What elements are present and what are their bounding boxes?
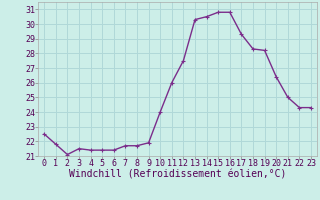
X-axis label: Windchill (Refroidissement éolien,°C): Windchill (Refroidissement éolien,°C) <box>69 169 286 179</box>
